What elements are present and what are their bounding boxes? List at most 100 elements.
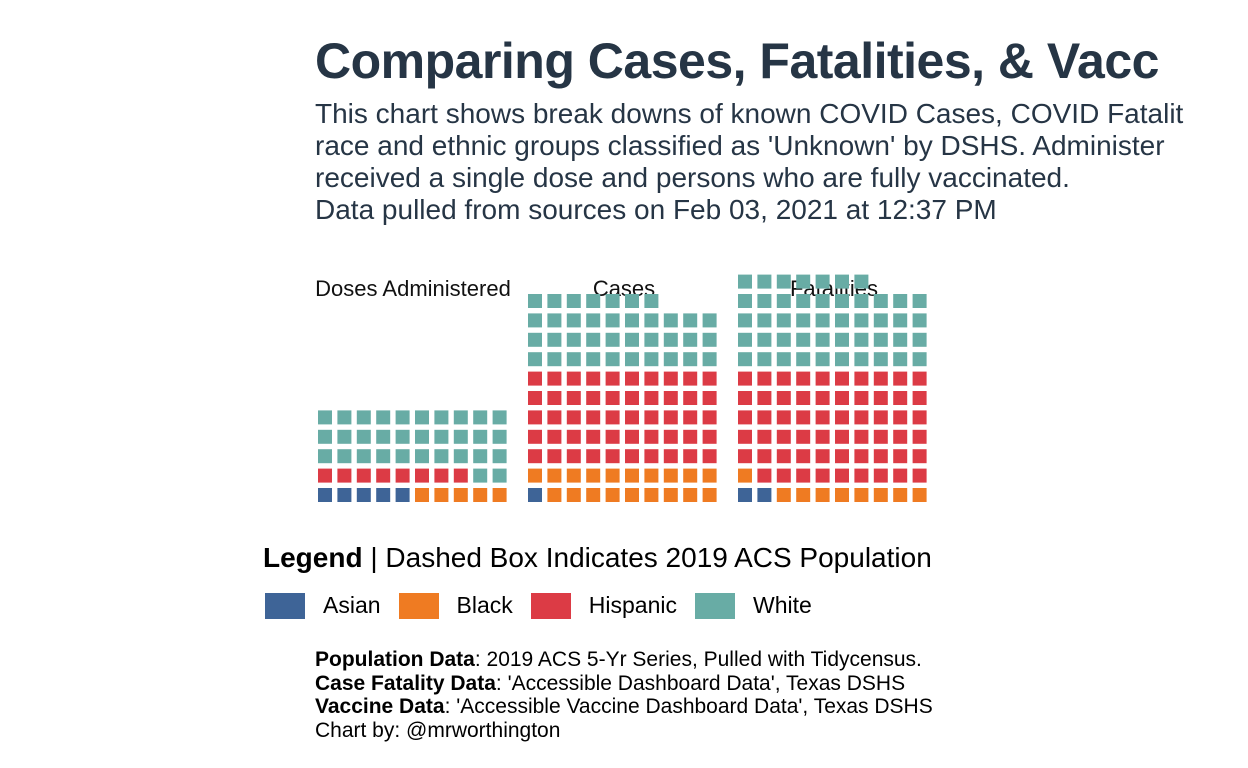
waffle-cell-white <box>492 449 507 464</box>
waffle-cell-hispanic <box>528 371 542 386</box>
waffle-cell-white <box>415 410 429 425</box>
waffle-cell-hispanic <box>776 391 791 405</box>
waffle-cell-black <box>605 468 620 483</box>
waffle-cell-white <box>395 410 410 425</box>
waffle-cell-white <box>586 294 601 308</box>
waffle-cell-hispanic <box>873 410 888 425</box>
waffle-cell-asian <box>376 488 391 502</box>
credit-vaccine-text: : 'Accessible Vaccine Dashboard Data', T… <box>444 695 933 718</box>
waffle-cell-hispanic <box>815 391 830 405</box>
waffle-cell-white <box>738 274 752 289</box>
waffle-cell-hispanic <box>702 429 717 444</box>
waffle-cell-white <box>854 352 869 367</box>
waffle-cell-black <box>644 488 659 502</box>
waffle-cell-hispanic <box>738 410 752 425</box>
waffle-cell-hispanic <box>702 449 717 464</box>
waffle-panel-cases: Cases <box>528 276 717 502</box>
waffle-cell-white <box>815 274 830 289</box>
waffle-cell-black <box>415 488 429 502</box>
waffle-cell-hispanic <box>547 429 562 444</box>
waffle-cell-white <box>854 294 869 308</box>
waffle-cell-black <box>566 468 581 483</box>
waffle-cell-white <box>434 410 449 425</box>
waffle-cell-white <box>644 294 659 308</box>
legend-item-black: Black <box>398 592 513 619</box>
waffle-cell-white <box>586 352 601 367</box>
waffle-cell-hispanic <box>356 468 371 483</box>
credit-vaccine: Vaccine Data: 'Accessible Vaccine Dashbo… <box>315 695 933 719</box>
waffle-cell-hispanic <box>528 410 542 425</box>
waffle-cell-hispanic <box>757 449 772 464</box>
waffle-cell-black <box>586 488 601 502</box>
legend-swatch-asian <box>265 592 305 619</box>
waffle-cell-white <box>663 313 678 328</box>
waffle-cell-white <box>453 449 468 464</box>
legend-item-asian: Asian <box>265 592 381 619</box>
waffle-cell-white <box>873 294 888 308</box>
waffle-cell-white <box>873 332 888 347</box>
waffle-cell-white <box>473 410 488 425</box>
waffle-cell-hispanic <box>776 449 791 464</box>
waffle-cell-white <box>528 294 542 308</box>
waffle-cell-white <box>796 274 811 289</box>
waffle-cell-asian <box>318 488 332 502</box>
waffle-cell-hispanic <box>566 371 581 386</box>
waffle-cell-hispanic <box>644 410 659 425</box>
waffle-cell-black <box>492 488 507 502</box>
waffle-cell-hispanic <box>586 449 601 464</box>
waffle-cell-white <box>912 313 927 328</box>
waffle-cell-hispanic <box>796 410 811 425</box>
waffle-cell-hispanic <box>893 429 908 444</box>
waffle-cell-white <box>337 429 352 444</box>
waffle-cell-black <box>835 488 849 502</box>
legend-label-white: White <box>753 592 812 618</box>
waffle-cell-hispanic <box>702 391 717 405</box>
waffle-cell-hispanic <box>547 371 562 386</box>
waffle-cell-white <box>356 429 371 444</box>
waffle-cell-white <box>854 313 869 328</box>
waffle-cell-white <box>757 294 772 308</box>
waffle-cell-white <box>605 332 620 347</box>
panel-label-doses-administered: Doses Administered <box>315 276 511 301</box>
waffle-cell-hispanic <box>815 449 830 464</box>
waffle-cell-hispanic <box>854 371 869 386</box>
waffle-cell-hispanic <box>757 410 772 425</box>
credit-case-fatality: Case Fatality Data: 'Accessible Dashboar… <box>315 672 933 696</box>
waffle-cell-hispanic <box>625 429 639 444</box>
waffle-cell-hispanic <box>566 429 581 444</box>
waffle-cell-hispanic <box>912 429 927 444</box>
waffle-cell-white <box>854 274 869 289</box>
waffle-cell-hispanic <box>625 449 639 464</box>
credit-vaccine-label: Vaccine Data <box>315 695 445 718</box>
waffle-cell-white <box>318 429 332 444</box>
waffle-cell-hispanic <box>796 468 811 483</box>
waffle-cell-white <box>492 410 507 425</box>
waffle-cell-hispanic <box>912 391 927 405</box>
waffle-cell-white <box>835 274 849 289</box>
waffle-cell-hispanic <box>796 429 811 444</box>
waffle-cell-hispanic <box>873 468 888 483</box>
waffle-cell-white <box>815 352 830 367</box>
subtitle-line-2: race and ethnic groups classified as 'Un… <box>315 130 1165 161</box>
waffle-cell-white <box>415 449 429 464</box>
waffle-cell-white <box>644 352 659 367</box>
waffle-cell-hispanic <box>605 391 620 405</box>
waffle-cell-hispanic <box>528 391 542 405</box>
waffle-cell-white <box>663 332 678 347</box>
waffle-cell-hispanic <box>683 410 698 425</box>
waffle-cell-white <box>893 294 908 308</box>
waffle-cell-white <box>776 352 791 367</box>
waffle-cell-white <box>566 352 581 367</box>
waffle-cell-black <box>815 488 830 502</box>
waffle-cell-hispanic <box>625 410 639 425</box>
waffle-cell-white <box>318 410 332 425</box>
waffle-cell-black <box>663 488 678 502</box>
waffle-cell-white <box>854 332 869 347</box>
waffle-cell-black <box>776 488 791 502</box>
subtitle-line-3: received a single dose and persons who a… <box>315 162 1070 193</box>
waffle-cell-hispanic <box>376 468 391 483</box>
waffle-cell-hispanic <box>873 449 888 464</box>
credit-case-fatality-text: : 'Accessible Dashboard Data', Texas DSH… <box>495 671 906 695</box>
waffle-cell-hispanic <box>835 429 849 444</box>
waffle-cell-black <box>586 468 601 483</box>
